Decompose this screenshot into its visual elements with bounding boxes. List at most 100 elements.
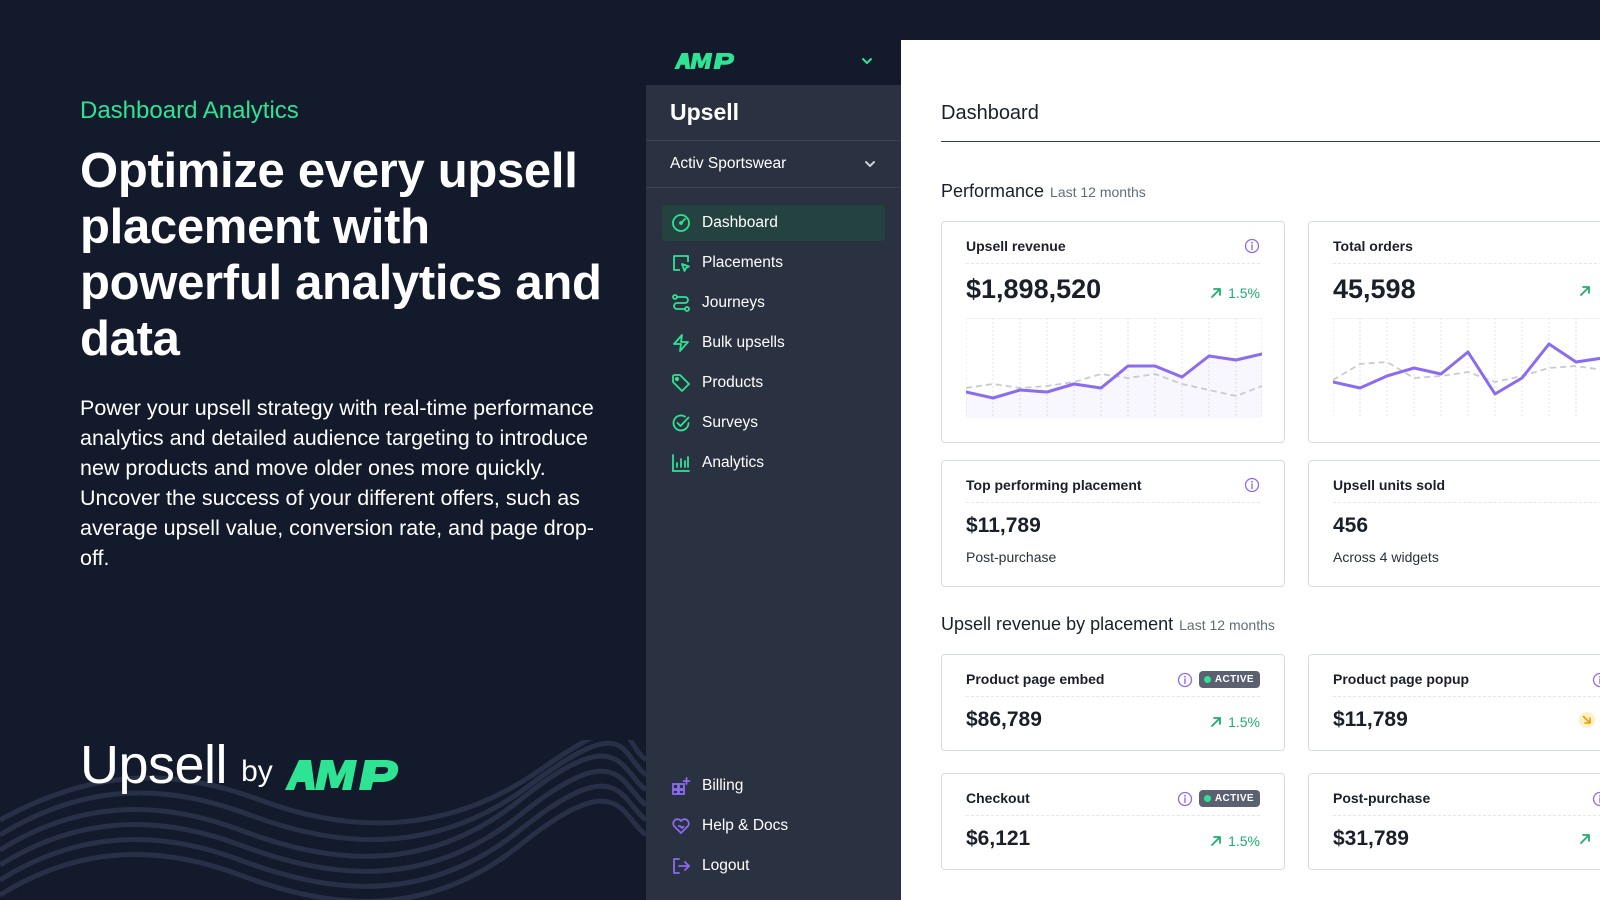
- sidebar-item-bulk-upsells[interactable]: Bulk upsells: [662, 325, 885, 361]
- upsell-revenue-card[interactable]: Upsell revenue $1,898,520 1.5%: [941, 221, 1285, 443]
- card-header: Product page embed ACTIVE: [966, 671, 1260, 697]
- sidebar-item-journeys[interactable]: Journeys: [662, 285, 885, 321]
- sidebar-item-label: Help & Docs: [702, 817, 789, 834]
- info-icon[interactable]: [1244, 477, 1260, 493]
- placement-card-product-page-popup[interactable]: Product page popup AC $11,789: [1308, 654, 1600, 751]
- sidebar-item-placements[interactable]: Placements: [662, 245, 885, 281]
- upsell-revenue-sparkline: [966, 318, 1262, 418]
- sidebar-item-label: Dashboard: [702, 214, 778, 231]
- lightning-icon: [670, 332, 692, 354]
- sidebar-item-label: Logout: [702, 857, 750, 874]
- card-header: Upsell revenue: [966, 238, 1260, 264]
- sidebar-item-label: Placements: [702, 254, 783, 271]
- sidebar-item-billing[interactable]: Billing: [662, 768, 885, 804]
- card-label: Checkout: [966, 790, 1030, 806]
- chevron-down-icon[interactable]: [860, 54, 874, 68]
- trend-indicator: 1.5%: [1210, 285, 1260, 301]
- card-value: 45,598: [1333, 274, 1416, 304]
- card-label: Product page embed: [966, 671, 1105, 687]
- section-title-text: Upsell revenue by placement: [941, 614, 1174, 634]
- status-dot: [1203, 795, 1211, 802]
- info-icon[interactable]: [1592, 672, 1600, 688]
- brand-lockup: Upsell by: [80, 738, 401, 792]
- card-value: $11,789: [966, 514, 1041, 537]
- heart-hand-icon: [670, 815, 692, 837]
- sidebar-item-label: Surveys: [702, 414, 758, 431]
- trend-value: 1.5%: [1228, 285, 1260, 301]
- arrow-up-right-icon: [1211, 836, 1221, 846]
- divider: [941, 141, 1600, 142]
- card-value: $11,789: [1333, 708, 1408, 731]
- journeys-route-icon: [670, 292, 692, 314]
- top-placement-card[interactable]: Top performing placement $11,789 Post-pu…: [941, 460, 1285, 587]
- status-badge: ACTIVE: [1198, 790, 1260, 807]
- units-sold-card[interactable]: Upsell units sold 456 Across 4 widgets: [1308, 460, 1600, 587]
- sidebar: Upsell Activ Sportswear Dashboard Placem…: [646, 0, 901, 900]
- trend-indicator: 1.5%: [1210, 714, 1260, 730]
- info-icon[interactable]: [1592, 791, 1600, 807]
- placement-card-post-purchase[interactable]: Post-purchase AC $31,789: [1308, 773, 1600, 870]
- placement-card-product-page-embed[interactable]: Product page embed ACTIVE $86,789 1.5%: [941, 654, 1285, 751]
- sidebar-item-label: Analytics: [702, 454, 765, 471]
- card-value: $31,789: [1333, 827, 1409, 850]
- card-subtext: Post-purchase: [966, 549, 1057, 565]
- arrow-up-right-icon: [1580, 834, 1590, 844]
- sidebar-header: [646, 0, 901, 85]
- arrow-down-right-icon: [1579, 712, 1595, 728]
- card-header: Total orders: [1333, 238, 1600, 264]
- sidebar-item-help-docs[interactable]: Help & Docs: [662, 808, 885, 844]
- sidebar-item-analytics[interactable]: Analytics: [662, 445, 885, 481]
- sidebar-item-label: Journeys: [702, 294, 765, 311]
- store-selector[interactable]: Activ Sportswear: [646, 141, 901, 188]
- sidebar-item-products[interactable]: Products: [662, 365, 885, 401]
- card-value: 456: [1333, 514, 1369, 537]
- card-header: Upsell units sold: [1333, 477, 1600, 503]
- status-badge: ACTIVE: [1198, 671, 1260, 688]
- card-label: Top performing placement: [966, 477, 1142, 493]
- info-icon[interactable]: [1177, 791, 1193, 807]
- section-subtitle: Last 12 months: [1050, 184, 1146, 200]
- arrow-up-right-icon: [1580, 286, 1590, 296]
- sidebar-item-surveys[interactable]: Surveys: [662, 405, 885, 441]
- sidebar-nav: Dashboard Placements Journeys Bulk upsel…: [646, 188, 901, 481]
- arrow-up-right-icon: [1211, 717, 1221, 727]
- brand-by: by: [241, 755, 273, 788]
- card-value: $86,789: [966, 708, 1042, 731]
- card-label: Upsell revenue: [966, 238, 1066, 254]
- card-header-actions: AC: [1592, 790, 1600, 807]
- amp-logo-small[interactable]: [670, 52, 740, 70]
- kicker-text: Dashboard Analytics: [80, 97, 299, 124]
- sidebar-item-dashboard[interactable]: Dashboard: [662, 205, 885, 241]
- card-value: $6,121: [966, 827, 1031, 850]
- headline: Optimize every upsell placement with pow…: [80, 144, 602, 366]
- sidebar-item-label: Bulk upsells: [702, 334, 785, 351]
- sidebar-item-label: Products: [702, 374, 764, 391]
- placement-card-checkout[interactable]: Checkout ACTIVE $6,121 1.5%: [941, 773, 1285, 870]
- info-icon[interactable]: [1177, 672, 1193, 688]
- trend-indicator: [1579, 833, 1597, 845]
- trend-indicator: [1579, 285, 1597, 297]
- brand-name: Upsell: [80, 735, 228, 795]
- sidebar-footer-nav: Billing Help & Docs Logout: [646, 768, 901, 888]
- card-label: Upsell units sold: [1333, 477, 1446, 493]
- info-icon[interactable]: [1244, 238, 1260, 254]
- card-label: Product page popup: [1333, 671, 1470, 687]
- total-orders-card[interactable]: Total orders 45,598: [1308, 221, 1600, 443]
- trend-indicator: 1.5%: [1210, 833, 1260, 849]
- card-header-actions: AC: [1592, 671, 1600, 688]
- section-title-text: Performance: [941, 181, 1045, 201]
- page-title: Dashboard: [941, 102, 1039, 124]
- arrow-up-right-icon: [1211, 288, 1221, 298]
- sidebar-item-label: Billing: [702, 777, 744, 794]
- dashboard-gauge-icon: [670, 212, 692, 234]
- sidebar-item-logout[interactable]: Logout: [662, 848, 885, 884]
- badge-text: ACTIVE: [1214, 674, 1254, 685]
- body-copy: Power your upsell strategy with real-tim…: [80, 396, 594, 570]
- app-title: Upsell: [646, 85, 901, 141]
- section-title-by-placement: Upsell revenue by placement Last 12 month…: [941, 614, 1275, 635]
- card-label: Post-purchase: [1333, 790, 1431, 806]
- store-name: Activ Sportswear: [670, 155, 787, 172]
- chevron-down-icon: [865, 161, 875, 167]
- card-value: $1,898,520: [966, 274, 1102, 304]
- card-label: Total orders: [1333, 238, 1413, 254]
